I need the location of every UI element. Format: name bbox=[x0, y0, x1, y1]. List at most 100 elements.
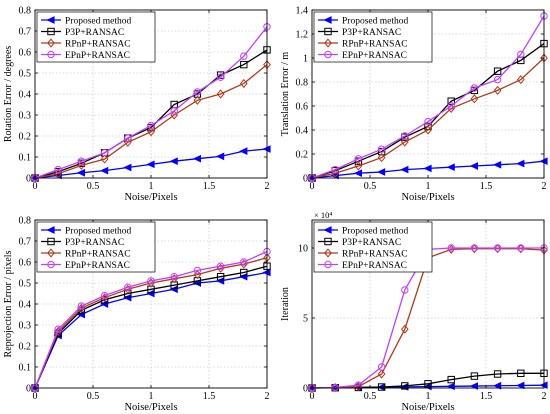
y-tick-label: 0.5 bbox=[19, 69, 32, 80]
data-point bbox=[492, 160, 502, 169]
data-point bbox=[147, 277, 155, 285]
data-point bbox=[516, 159, 525, 168]
data-point bbox=[493, 85, 502, 95]
legend-marker bbox=[323, 226, 332, 234]
data-point bbox=[470, 94, 479, 104]
y-tick-label: 0.6 bbox=[19, 258, 32, 269]
y-axis-label: Translation Error / m bbox=[280, 52, 291, 137]
data-point bbox=[447, 375, 455, 384]
chart-1: 0 0.5 1 1.5 2 0 0.1 0.2 0.3 0.4 0.5 0.6 0.7 0.8 Noise/… bbox=[3, 6, 271, 203]
series-line bbox=[34, 64, 268, 179]
data-point bbox=[54, 165, 62, 174]
y-tick-label: 0.2 bbox=[19, 342, 32, 353]
data-point bbox=[469, 162, 479, 170]
series-proposed-method bbox=[30, 145, 271, 182]
data-point bbox=[423, 164, 432, 173]
data-point bbox=[77, 302, 86, 310]
x-tick-label: 1.5 bbox=[203, 391, 216, 402]
data-point bbox=[240, 268, 248, 277]
data-point bbox=[193, 88, 202, 96]
data-point bbox=[100, 149, 109, 157]
x-tick-label: 1.5 bbox=[203, 181, 216, 192]
x-tick-label: 0.5 bbox=[87, 181, 100, 192]
data-point bbox=[240, 258, 248, 266]
y-tick-label: 0.2 bbox=[296, 150, 309, 161]
y-tick-label: 1 bbox=[303, 54, 308, 65]
data-point bbox=[239, 147, 248, 155]
series-epnp-ransac bbox=[31, 247, 271, 392]
data-point bbox=[354, 157, 363, 165]
data-point bbox=[517, 244, 525, 252]
data-point bbox=[76, 168, 85, 177]
data-point bbox=[193, 95, 202, 105]
y-tick-label: 0 bbox=[26, 174, 31, 185]
data-point bbox=[54, 325, 62, 333]
x-tick-label: 0 bbox=[33, 391, 38, 402]
series-epnp-ransac bbox=[308, 12, 548, 182]
data-point bbox=[76, 310, 85, 319]
y-tick-label: 0.8 bbox=[296, 78, 309, 89]
legend-marker bbox=[323, 16, 332, 24]
legend-entry: RPnP+RANSAC bbox=[342, 250, 408, 260]
legend-marker bbox=[47, 38, 55, 48]
series-line bbox=[311, 15, 545, 179]
y-tick-label: 1.4 bbox=[296, 6, 309, 17]
data-point bbox=[216, 89, 225, 99]
legend-entry: RPnP+RANSAC bbox=[65, 40, 131, 50]
data-point bbox=[400, 165, 409, 174]
legend-entry: EPnP+RANSAC bbox=[342, 51, 407, 61]
x-tick-label: 1.5 bbox=[480, 181, 493, 192]
data-point bbox=[377, 363, 386, 371]
legend-entry: EPnP+RANSAC bbox=[342, 261, 407, 271]
series-line bbox=[34, 257, 268, 389]
data-point bbox=[331, 165, 339, 174]
x-tick-label: 1 bbox=[426, 181, 431, 192]
data-point bbox=[239, 78, 248, 89]
data-point bbox=[170, 107, 178, 115]
series-line bbox=[34, 26, 268, 179]
data-point bbox=[354, 161, 363, 171]
y-tick-label: 1.2 bbox=[296, 30, 309, 41]
data-point bbox=[77, 157, 86, 165]
y-tick-label: 0.6 bbox=[296, 102, 309, 113]
y-tick-label: 0 bbox=[303, 384, 308, 395]
data-point bbox=[77, 159, 86, 168]
data-point bbox=[239, 272, 248, 281]
legend-marker bbox=[324, 248, 332, 258]
legend-entry: EPnP+RANSAC bbox=[65, 261, 130, 271]
x-tick-label: 1 bbox=[149, 181, 154, 192]
data-point bbox=[54, 168, 62, 176]
series-epnp-ransac bbox=[31, 23, 271, 182]
chart-4: 0 0.5 1 1.5 2 0 5 10 × 10⁴ Noise/Pixels Iteration P… bbox=[280, 210, 548, 413]
y-tick-label: 0.4 bbox=[19, 90, 32, 101]
x-tick-label: 0.5 bbox=[87, 391, 100, 402]
legend-marker bbox=[47, 50, 55, 59]
data-point bbox=[401, 382, 409, 390]
data-point bbox=[400, 324, 409, 334]
data-point bbox=[377, 153, 386, 163]
data-point bbox=[100, 291, 109, 300]
series-line bbox=[34, 265, 268, 389]
legend-marker bbox=[47, 260, 55, 269]
data-point bbox=[193, 266, 202, 275]
legend-marker bbox=[324, 237, 332, 246]
y-tick-label: 5 bbox=[303, 314, 308, 325]
data-point bbox=[377, 147, 386, 156]
data-point bbox=[124, 283, 132, 291]
data-point bbox=[377, 383, 386, 391]
y-tick-label: 0 bbox=[303, 174, 308, 185]
data-point bbox=[169, 285, 178, 294]
data-point bbox=[517, 50, 525, 59]
y-tick-label: 0.7 bbox=[19, 27, 32, 38]
legend-marker bbox=[47, 237, 55, 246]
data-point bbox=[493, 75, 502, 84]
data-point bbox=[377, 145, 386, 153]
y-tick-label: 0.6 bbox=[19, 48, 32, 59]
y-axis-label: Iteration bbox=[280, 287, 291, 321]
data-point bbox=[516, 381, 525, 390]
data-point bbox=[77, 303, 86, 313]
legend-entry: EPnP+RANSAC bbox=[65, 51, 130, 61]
x-tick-label: 0 bbox=[310, 181, 315, 192]
